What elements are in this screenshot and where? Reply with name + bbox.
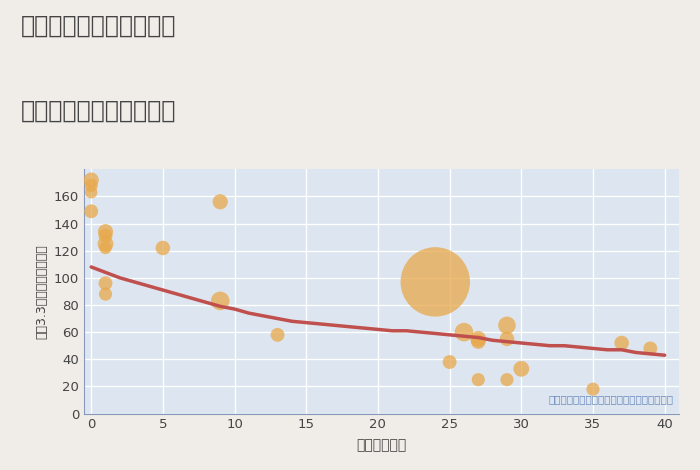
- Point: [272, 331, 284, 338]
- Point: [645, 345, 656, 352]
- Y-axis label: 坪（3.3㎡）単価（万円）: 坪（3.3㎡）単価（万円）: [35, 244, 48, 339]
- Point: [158, 244, 169, 252]
- Point: [501, 335, 512, 343]
- Point: [430, 278, 441, 286]
- Point: [501, 376, 512, 384]
- Point: [100, 228, 111, 235]
- Point: [85, 182, 97, 189]
- Point: [100, 280, 111, 287]
- Point: [516, 365, 527, 373]
- Point: [501, 321, 512, 329]
- Point: [215, 297, 226, 305]
- Point: [587, 385, 598, 393]
- Point: [85, 188, 97, 196]
- X-axis label: 築年数（年）: 築年数（年）: [356, 439, 407, 453]
- Point: [616, 339, 627, 347]
- Point: [444, 358, 455, 366]
- Point: [473, 376, 484, 384]
- Point: [473, 335, 484, 343]
- Point: [100, 244, 111, 252]
- Text: 築年数別中古戸建て価格: 築年数別中古戸建て価格: [21, 99, 176, 123]
- Text: 奈良県奈良市秋篠新町の: 奈良県奈良市秋篠新町の: [21, 14, 176, 38]
- Text: 円の大きさは、取引のあった物件面積を示す: 円の大きさは、取引のあった物件面積を示す: [548, 394, 673, 404]
- Point: [85, 208, 97, 215]
- Point: [458, 329, 470, 336]
- Point: [215, 198, 226, 205]
- Point: [85, 176, 97, 184]
- Point: [100, 240, 111, 248]
- Point: [100, 232, 111, 240]
- Point: [473, 338, 484, 345]
- Point: [100, 290, 111, 298]
